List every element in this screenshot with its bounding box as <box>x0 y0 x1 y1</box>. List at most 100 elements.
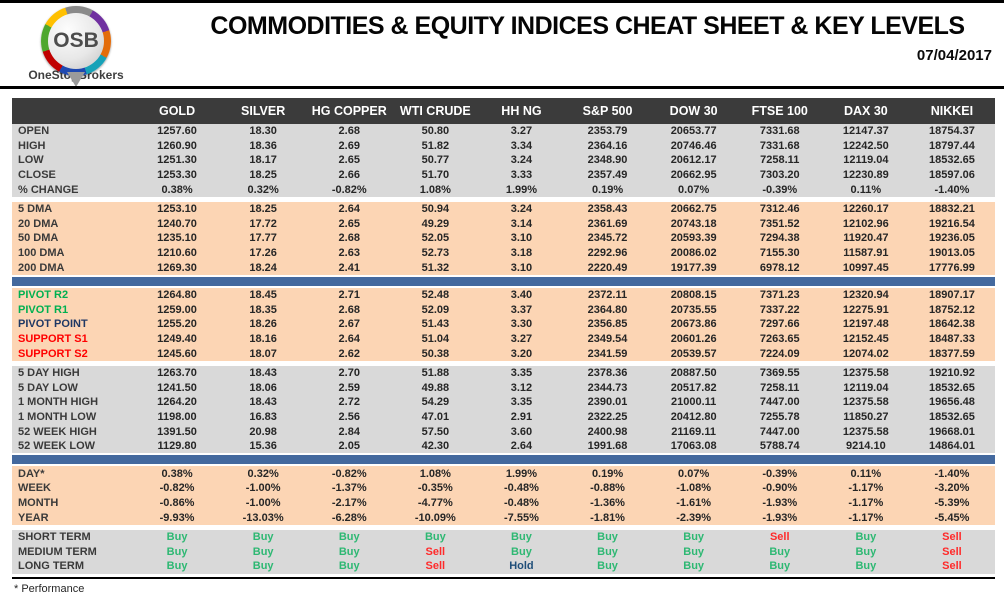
value-cell: 2.66 <box>338 169 360 182</box>
table-row: SHORT TERM Buy Buy Buy Buy Buy Buy Buy Sell Buy Se… <box>12 529 995 545</box>
value-cell: 50.80 <box>421 125 450 138</box>
value-cell: 18.17 <box>249 154 277 167</box>
value-cell: 7303.20 <box>759 169 800 182</box>
row-label: CLOSE <box>18 169 56 182</box>
logo-inner-circle: OSB <box>48 13 104 69</box>
value-cell: 2353.79 <box>587 125 628 138</box>
value-cell: -0.82% <box>331 467 367 480</box>
value-cell: 3.18 <box>510 247 533 260</box>
row-label: 200 DMA <box>18 261 65 274</box>
value-cell: 2.64 <box>338 333 360 346</box>
logo-pin-tail <box>67 72 85 87</box>
signal-cell: Sell <box>942 560 962 573</box>
value-cell: 3.40 <box>510 289 533 302</box>
value-cell: 12375.58 <box>842 425 889 438</box>
section-gap <box>12 196 995 202</box>
value-cell: -13.03% <box>242 511 284 524</box>
value-cell: 49.88 <box>421 381 450 394</box>
row-label: DAY* <box>18 467 45 480</box>
row-label: 5 DAY HIGH <box>18 367 80 380</box>
value-cell: 18752.12 <box>928 303 975 316</box>
value-cell: 12275.91 <box>842 303 889 316</box>
value-cell: 18487.33 <box>928 333 975 346</box>
value-cell: 1210.60 <box>157 247 197 260</box>
value-cell: 0.32% <box>247 467 279 480</box>
value-cell: 3.10 <box>510 261 533 274</box>
row-label: LOW <box>18 154 44 167</box>
row-label: MONTH <box>18 496 59 509</box>
signal-cell: Buy <box>597 531 618 544</box>
value-cell: 11587.91 <box>843 247 889 260</box>
value-cell: 2372.11 <box>587 289 628 302</box>
value-cell: 50.77 <box>421 154 450 167</box>
value-cell: -5.45% <box>934 511 970 524</box>
value-cell: 7155.30 <box>759 247 800 260</box>
value-cell: -0.82% <box>331 183 367 196</box>
value-cell: 20601.26 <box>670 333 717 346</box>
signal-cell: Buy <box>338 560 360 573</box>
value-cell: 1259.00 <box>157 303 197 316</box>
section-gap <box>12 524 995 530</box>
value-cell: 20808.15 <box>670 289 717 302</box>
value-cell: 3.20 <box>510 347 533 360</box>
row-label: MEDIUM TERM <box>18 545 97 558</box>
column-header: SILVER <box>241 104 286 118</box>
logo-pin-icon: OSB <box>39 6 113 87</box>
value-cell: -10.09% <box>414 511 456 524</box>
value-cell: 1.99% <box>505 467 538 480</box>
value-cell: 1245.60 <box>157 347 197 360</box>
value-cell: 2357.49 <box>587 169 628 182</box>
value-cell: 17063.08 <box>670 440 717 453</box>
value-cell: 2.62 <box>338 347 360 360</box>
value-cell: 2390.01 <box>587 396 628 409</box>
table-row: % CHANGE 0.38% 0.32% -0.82% 1.08% 1.99% 0.19% 0… <box>12 182 995 197</box>
table-row: SUPPORT S1 1249.40 18.16 2.64 51.04 3.27 2349.… <box>12 331 995 347</box>
value-cell: 18.43 <box>249 367 277 380</box>
value-cell: 52.05 <box>421 232 450 245</box>
value-cell: 19210.92 <box>928 367 975 380</box>
value-cell: -0.88% <box>590 482 625 495</box>
value-cell: 3.34 <box>510 139 533 152</box>
signal-cell: Hold <box>509 560 534 573</box>
table-row: LOW 1251.30 18.17 2.65 50.77 3.24 2348.90 20612… <box>12 153 995 168</box>
value-cell: 20517.82 <box>670 381 717 394</box>
value-cell: -0.86% <box>159 496 195 509</box>
value-cell: -1.40% <box>934 467 970 480</box>
value-cell: -1.93% <box>762 496 798 509</box>
row-label: 100 DMA <box>18 247 65 260</box>
value-cell: 2356.85 <box>587 318 628 331</box>
value-cell: -1.00% <box>245 496 281 509</box>
row-label: PIVOT R1 <box>18 303 69 316</box>
value-cell: 18.07 <box>249 347 277 360</box>
value-cell: 20887.50 <box>670 367 717 380</box>
value-cell: -9.93% <box>159 511 195 524</box>
value-cell: 20662.95 <box>670 169 717 182</box>
value-cell: 1991.68 <box>587 440 628 453</box>
column-header: FTSE 100 <box>751 104 808 118</box>
page-title: COMMODITIES & EQUITY INDICES CHEAT SHEET… <box>210 12 965 40</box>
value-cell: 5788.74 <box>759 440 800 453</box>
signal-cell: Buy <box>252 531 274 544</box>
value-cell: 3.12 <box>510 381 533 394</box>
value-cell: 7369.55 <box>759 367 800 380</box>
value-cell: 1255.20 <box>157 318 197 331</box>
value-cell: -0.39% <box>762 467 798 480</box>
value-cell: 2.64 <box>338 203 360 216</box>
onestopbrokers-logo: OSB OneStopBrokers <box>24 6 128 87</box>
table-row: 52 WEEK HIGH 1391.50 20.98 2.84 57.50 3.60 240… <box>12 424 995 439</box>
value-cell: 18.43 <box>249 396 277 409</box>
value-cell: 12375.58 <box>842 367 889 380</box>
value-cell: -2.39% <box>676 511 712 524</box>
value-cell: 7258.11 <box>760 154 800 167</box>
value-cell: 2344.73 <box>587 381 628 394</box>
signal-cell: Sell <box>942 545 962 558</box>
table-row: 1 MONTH HIGH 1264.20 18.43 2.72 54.29 3.35 239… <box>12 395 995 410</box>
value-cell: 1129.80 <box>157 440 197 453</box>
value-cell: 20662.75 <box>670 203 717 216</box>
value-cell: 1.08% <box>419 183 451 196</box>
value-cell: -0.90% <box>762 482 798 495</box>
value-cell: 0.07% <box>678 467 710 480</box>
value-cell: 2.72 <box>338 396 360 409</box>
value-cell: 12147.37 <box>842 125 889 138</box>
value-cell: 1235.10 <box>157 232 197 245</box>
